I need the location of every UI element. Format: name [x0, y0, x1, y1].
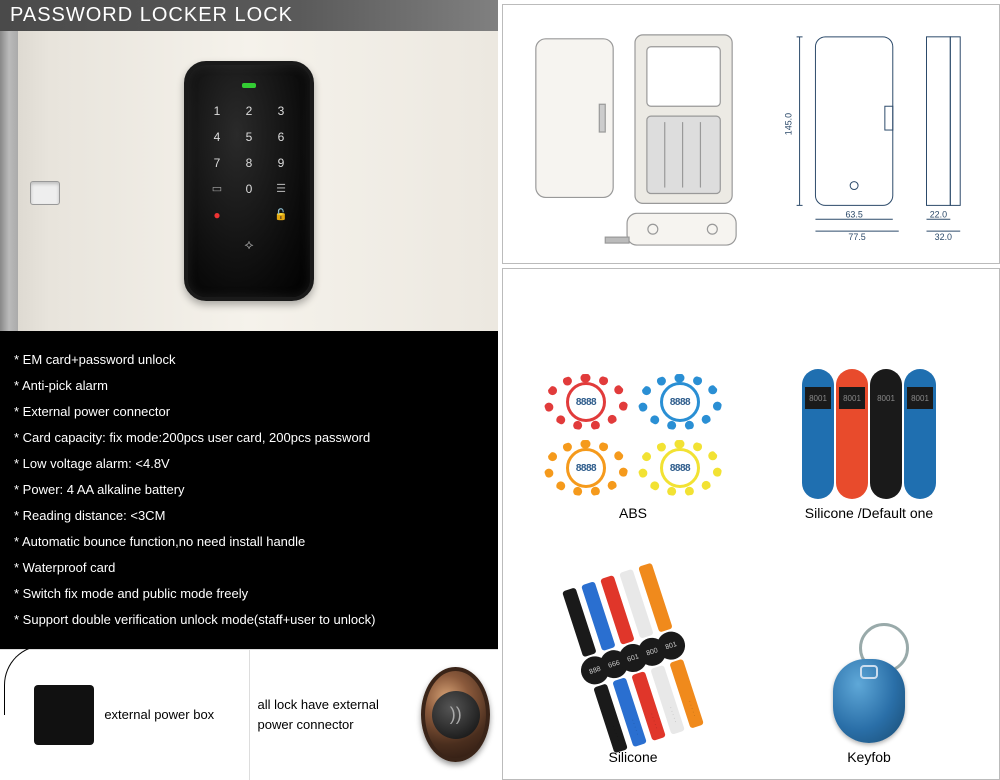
key-3: 3: [272, 102, 290, 120]
spec-item: * Reading distance: <3CM: [14, 503, 484, 529]
key-card-icon: ▭: [208, 180, 226, 198]
keyfob-body-icon: [833, 659, 905, 743]
spec-item: * Switch fix mode and public mode freely: [14, 581, 484, 607]
spec-item: * External power connector: [14, 399, 484, 425]
key-0: 0: [240, 180, 258, 198]
key-unlock-icon: 🔓: [272, 206, 290, 224]
keyfob-label: Keyfob: [847, 749, 891, 765]
led-indicator: [242, 83, 256, 88]
key-7: 7: [208, 154, 226, 172]
spec-item: * Waterproof card: [14, 555, 484, 581]
spec-item: * Low voltage alarm: <4.8V: [14, 451, 484, 477]
key-4: 4: [208, 128, 226, 146]
key-1: 1: [208, 102, 226, 120]
power-plug-icon: [72, 641, 82, 645]
spec-item: * EM card+password unlock: [14, 347, 484, 373]
silicone-default-band: 8001: [870, 369, 902, 499]
abs-band: 8888: [635, 371, 725, 433]
knob-label: all lock have external power connector: [258, 695, 412, 734]
key-2: 2: [240, 102, 258, 120]
spec-item: * Anti-pick alarm: [14, 373, 484, 399]
silicone-default-band: 8001: [802, 369, 834, 499]
spec-item: * Support double verification unlock mod…: [14, 607, 484, 633]
knob-panel: all lock have external power connector )…: [249, 650, 499, 780]
key-5: 5: [240, 128, 258, 146]
key-6: 6: [272, 128, 290, 146]
lock-device: 1 2 3 4 5 6 7 8 9 ▭ 0 ☰ ● 🔓 ⟡: [184, 61, 314, 301]
spec-item: * Card capacity: fix mode:200pcs user ca…: [14, 425, 484, 451]
dim-w2: 77.5: [848, 232, 865, 242]
product-photo: 1 2 3 4 5 6 7 8 9 ▭ 0 ☰ ● 🔓 ⟡: [0, 31, 498, 331]
abs-label: ABS: [619, 505, 647, 521]
key-9: 9: [272, 154, 290, 172]
latch-slot: [30, 181, 60, 205]
dim-d2: 32.0: [935, 232, 952, 242]
key-lock-icon: ●: [208, 206, 226, 224]
technical-drawing: 145.0 63.5 77.5 22.0 32.0: [502, 4, 1000, 264]
knob-rfid-icon: )): [432, 691, 480, 739]
right-column: 145.0 63.5 77.5 22.0 32.0 88888888888888…: [502, 0, 1000, 780]
silicone-watch-cell: 888666601800801 Silicone: [521, 527, 745, 765]
key-8: 8: [240, 154, 258, 172]
page-title: PASSWORD LOCKER LOCK: [0, 0, 498, 31]
accessories-panel: 8888888888888888 ABS 8001800180018001 Si…: [502, 268, 1000, 780]
knob-icon: )): [421, 667, 490, 762]
dim-d1: 22.0: [930, 209, 947, 219]
bottom-panels: external power box all lock have externa…: [0, 649, 498, 780]
abs-band: 8888: [541, 371, 631, 433]
dim-height: 145.0: [784, 113, 794, 135]
external-power-panel: external power box: [0, 650, 249, 780]
silicone-default-cell: 8001800180018001 Silicone /Default one: [757, 283, 981, 521]
silicone-default-band: 8001: [836, 369, 868, 499]
spec-item: * Power: 4 AA alkaline battery: [14, 477, 484, 503]
ext-power-label: external power box: [104, 705, 214, 725]
locker-edge: [0, 31, 18, 331]
abs-band: 8888: [541, 437, 631, 499]
silicone-default-band: 8001: [904, 369, 936, 499]
silicone-default-label: Silicone /Default one: [805, 505, 933, 521]
keyfob-cell: Keyfob: [757, 527, 981, 765]
rfid-icon: ⟡: [244, 236, 253, 253]
spec-list: * EM card+password unlock * Anti-pick al…: [0, 331, 498, 649]
spec-item: * Automatic bounce function,no need inst…: [14, 529, 484, 555]
key-enter-icon: ☰: [272, 180, 290, 198]
abs-band: 8888: [635, 437, 725, 499]
abs-bands-cell: 8888888888888888 ABS: [521, 283, 745, 521]
power-box-icon: [34, 685, 94, 745]
left-column: PASSWORD LOCKER LOCK 1 2 3 4 5 6 7 8 9 ▭…: [0, 0, 498, 780]
keypad: 1 2 3 4 5 6 7 8 9 ▭ 0 ☰ ● 🔓: [208, 102, 290, 224]
dim-w1: 63.5: [845, 209, 862, 219]
